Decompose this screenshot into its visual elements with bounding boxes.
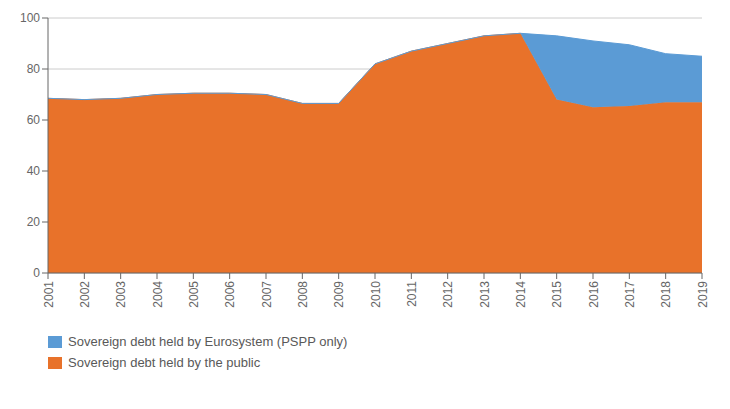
svg-text:2003: 2003 xyxy=(114,281,128,308)
svg-text:2019: 2019 xyxy=(696,281,710,308)
svg-text:2007: 2007 xyxy=(260,281,274,308)
svg-text:2001: 2001 xyxy=(42,281,56,308)
svg-text:2013: 2013 xyxy=(478,281,492,308)
svg-text:2014: 2014 xyxy=(514,281,528,308)
svg-text:2017: 2017 xyxy=(623,281,637,308)
svg-text:2009: 2009 xyxy=(332,281,346,308)
svg-text:2015: 2015 xyxy=(550,281,564,308)
svg-text:60: 60 xyxy=(27,113,41,127)
svg-text:2008: 2008 xyxy=(296,281,310,308)
svg-text:2012: 2012 xyxy=(441,281,455,308)
html-text:Sovereign debt held by the pub: Sovereign debt held by the public xyxy=(68,355,261,370)
svg-text:0: 0 xyxy=(33,266,40,280)
svg-text:2018: 2018 xyxy=(659,281,673,308)
svg-text:2004: 2004 xyxy=(151,281,165,308)
svg-text:2005: 2005 xyxy=(187,281,201,308)
html-text:Sovereign debt held by Eurosys: Sovereign debt held by Eurosystem (PSPP … xyxy=(68,334,348,349)
svg-text:80: 80 xyxy=(27,62,41,76)
svg-text:2002: 2002 xyxy=(78,281,92,308)
svg-text:2006: 2006 xyxy=(223,281,237,308)
svg-text:20: 20 xyxy=(27,215,41,229)
svg-text:100: 100 xyxy=(20,11,40,25)
svg-text:2016: 2016 xyxy=(587,281,601,308)
svg-text:2011: 2011 xyxy=(405,281,419,307)
svg-text:40: 40 xyxy=(27,164,41,178)
svg-text:2010: 2010 xyxy=(369,281,383,308)
